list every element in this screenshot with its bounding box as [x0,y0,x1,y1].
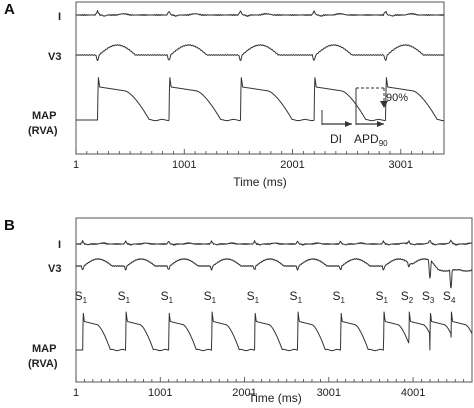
panel-b-x-tick-label: 2001 [232,387,256,399]
panel-a-map-label-2: (RVA) [28,125,58,137]
stimulus-label-base: S [204,289,212,303]
stimulus-label-subscript: 1 [83,296,88,305]
stimulus-label-base: S [247,289,255,303]
stimulus-label-s1: S1 [333,289,346,305]
apd90-label: APD90 [354,132,388,148]
stimulus-label-s1: S1 [376,289,389,305]
panel-b-x-tick-label: 3001 [317,387,341,399]
panel-a-x-tick-label: 1 [73,159,79,171]
stimulus-label-subscript: 1 [298,296,303,305]
panel-b-x-axis-title: Time (ms) [248,391,302,405]
panel-b-x-axis: 1 1001 2001 3001 4001 [73,377,465,399]
stimulus-label-s2: S2 [401,289,414,305]
stimulus-label-subscript: 3 [430,296,435,305]
stimulus-label-base: S [161,289,169,303]
stimulus-label-base: S [443,289,451,303]
stimulus-label-subscript: 1 [169,296,174,305]
stimulus-label-subscript: 4 [451,296,456,305]
stimulus-label-base: S [118,289,126,303]
apd90-base: APD [354,132,379,146]
stimulus-label-subscript: 1 [341,296,346,305]
stimulus-label-s4: S4 [443,289,456,305]
stimulus-label-subscript: 2 [409,296,414,305]
di-arrowhead [345,121,352,127]
panel-a-map-label-1: MAP [32,110,56,122]
panel-a-x-axis-title: Time (ms) [233,175,287,189]
stimulus-label-s1: S1 [290,289,303,305]
stimulus-label-base: S [333,289,341,303]
panel-b-x-tick-label: 4001 [401,387,425,399]
stimulus-label-subscript: 1 [255,296,260,305]
stimulus-label-base: S [401,289,409,303]
panel-b-map-label-2: (RVA) [28,358,58,370]
panel-a-label: A [4,1,15,18]
ninety-percent-label: 90% [386,92,408,104]
panel-a-x-tick-label: 2001 [280,159,304,171]
panel-a-lead-v3-trace [75,44,444,62]
ninety-percent-arrowhead [380,101,388,108]
panel-b-map-trace [75,311,473,352]
stimulus-label-s1: S1 [118,289,131,305]
panel-b-frame [75,217,473,383]
panel-b-lead-v3-label: V3 [48,263,61,275]
panel-a-annotations: 90% DI APD90 [321,87,408,148]
stimulus-label-subscript: 1 [126,296,131,305]
stimulus-label-base: S [376,289,384,303]
panel-b-lead-i-label: I [58,239,61,251]
panel-b-lead-i-trace [75,239,472,246]
panel-a-x-tick-label: 3001 [389,159,413,171]
panel-a-map-trace [75,77,445,122]
panel-b-lead-v3-trace [75,258,473,289]
panel-a-lead-i-label: I [58,11,61,23]
apd-arrowhead [377,121,384,127]
stimulus-label-s1: S1 [161,289,174,305]
stimulus-label-base: S [422,289,430,303]
panel-b-label: B [4,217,15,234]
panel-b-x-tick-label: 1 [73,387,79,399]
panel-b-stimulus-labels: S1 S1 S1 S1 S1 S1 S1 S1 S2 S3 S4 [75,289,456,305]
stimulus-label-base: S [75,289,83,303]
stimulus-label-s3: S3 [422,289,435,305]
stimulus-label-s1: S1 [204,289,217,305]
panel-b-map-label-1: MAP [32,343,56,355]
stimulus-label-subscript: 1 [384,296,389,305]
stimulus-label-s1: S1 [247,289,260,305]
panel-a-frame [75,1,445,155]
apd90-subscript: 90 [379,139,388,148]
di-label: DI [330,132,342,146]
panel-b-x-tick-label: 1001 [148,387,172,399]
stimulus-label-s1: S1 [75,289,88,305]
panel-a-x-axis: 1 1001 2001 3001 [73,149,434,171]
stimulus-label-base: S [290,289,298,303]
panel-a-x-tick-label: 1001 [172,159,196,171]
stimulus-label-subscript: 1 [212,296,217,305]
panel-a-lead-i-trace [75,10,445,17]
panel-a-lead-v3-label: V3 [48,51,61,63]
